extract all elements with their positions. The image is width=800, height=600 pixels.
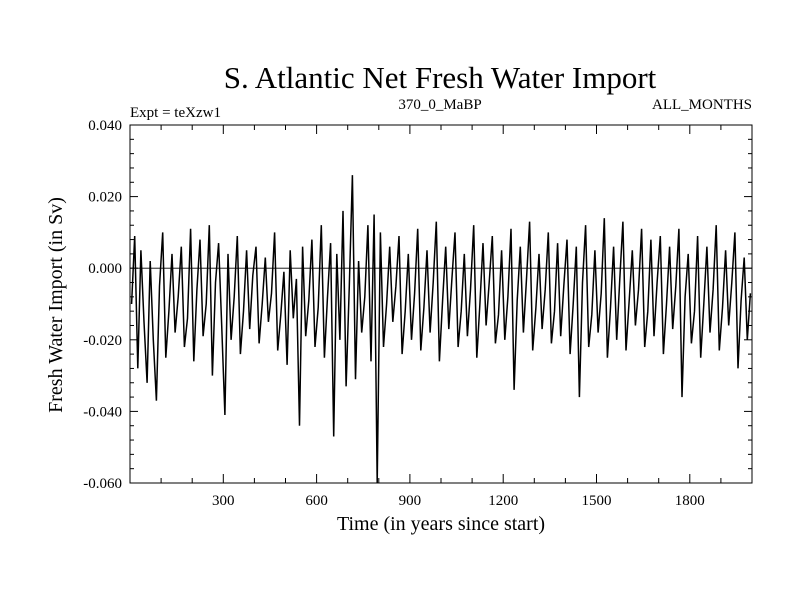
months-label: ALL_MONTHS [652,97,752,113]
chart-title: S. Atlantic Net Fresh Water Import [224,60,657,95]
x-tick-label: 300 [212,493,235,509]
y-axis: 0.040 0.020 0.000 -0.020 -0.040 -0.060 [83,118,752,492]
x-tick-label: 600 [305,493,328,509]
y-axis-label: Fresh Water Import (in Sv) [45,197,67,413]
plot-frame [129,124,753,484]
x-axis: 300 600 900 1200 1500 1800 [160,125,722,509]
y-tick-label: -0.040 [83,404,122,420]
x-tick-label: 1200 [488,493,518,509]
series-line [130,175,752,484]
y-tick-label: -0.060 [83,476,122,492]
y-tick-label: 0.020 [88,190,122,206]
x-tick-label: 1500 [582,493,612,509]
x-tick-label: 900 [399,493,422,509]
y-tick-label: -0.020 [83,333,122,349]
y-tick-label: 0.000 [88,261,122,277]
period-label: 370_0_MaBP [398,97,481,113]
experiment-label: Expt = teXzw1 [130,105,221,121]
x-axis-label: Time (in years since start) [337,513,545,535]
x-tick-label: 1800 [675,493,705,509]
y-tick-label: 0.040 [88,118,122,134]
